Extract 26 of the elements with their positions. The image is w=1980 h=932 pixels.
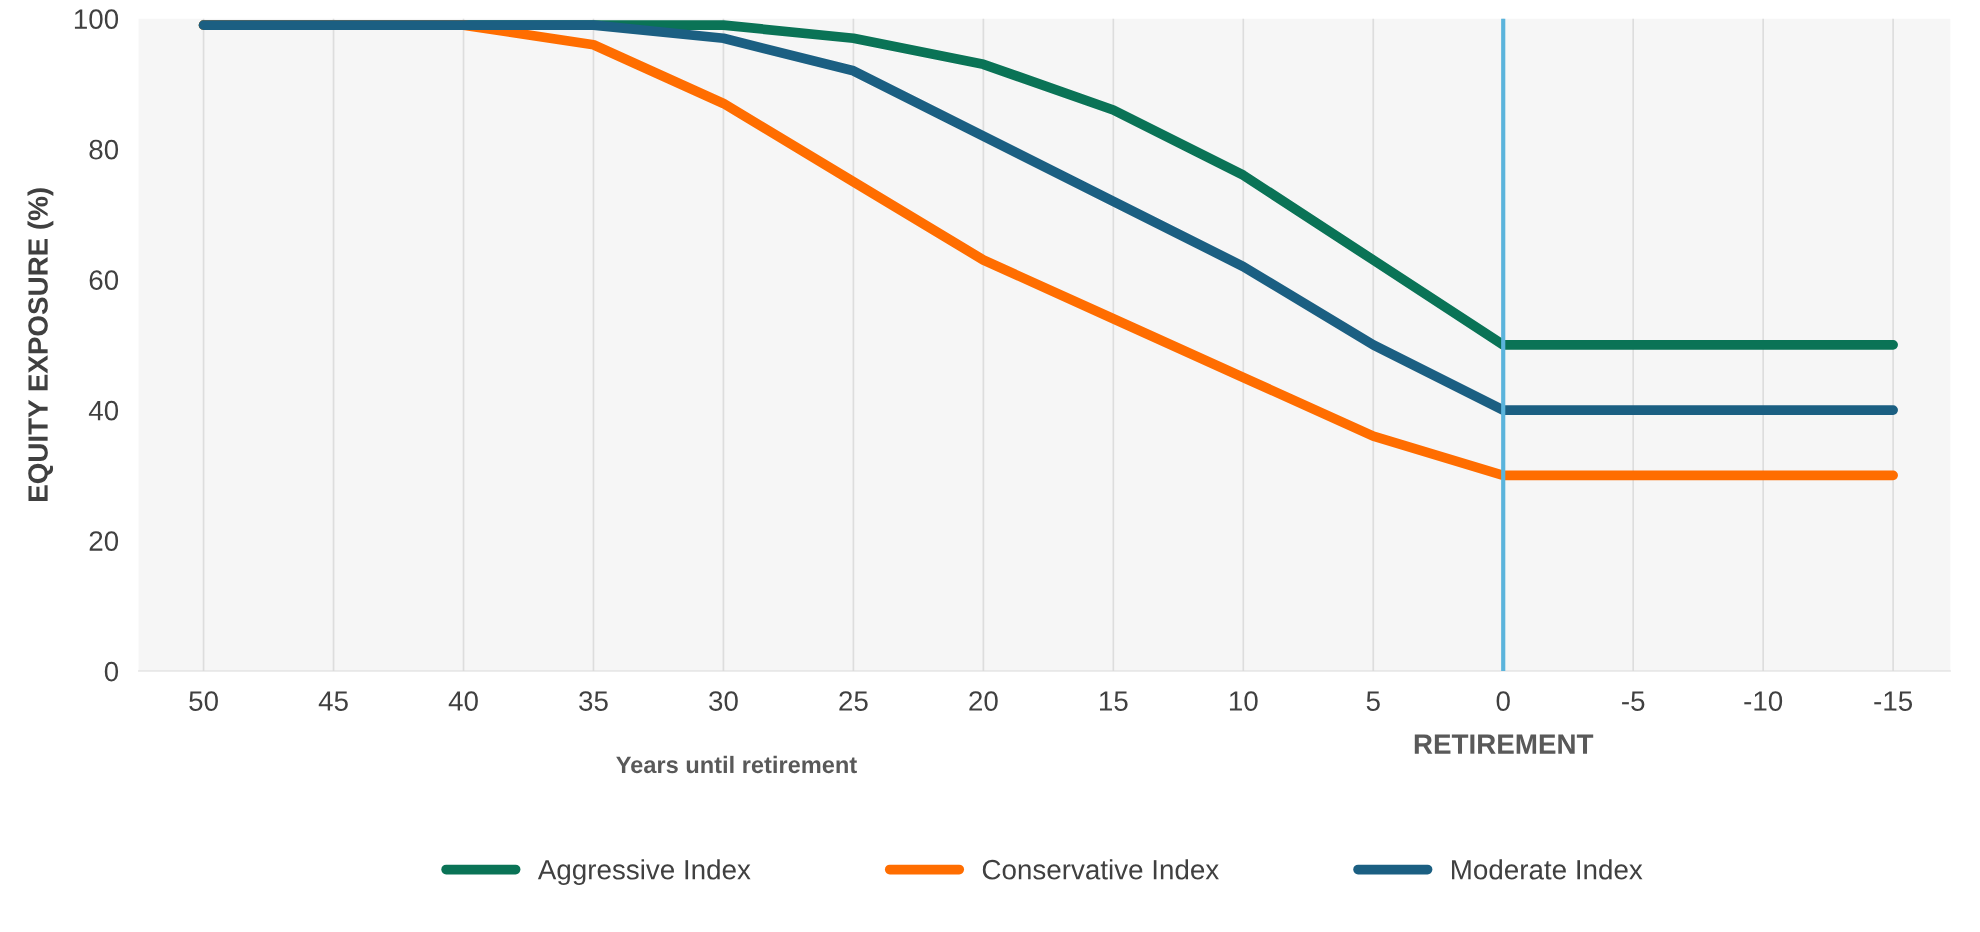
x-tick-label: 5 (1366, 691, 1380, 711)
y-tick-label: 0 (104, 661, 119, 682)
x-tick-label: -15 (1874, 691, 1913, 711)
y-tick-label: 100 (74, 9, 119, 29)
y-tick-label: 80 (89, 139, 119, 160)
x-tick-label: 50 (189, 691, 218, 711)
y-tick-label: 20 (89, 531, 119, 551)
x-tick-label: 15 (1100, 691, 1128, 711)
ref-line-label: RETIREMENT (1414, 734, 1594, 754)
x-tick-label: 30 (709, 691, 738, 711)
x-tick-label: 40 (448, 691, 478, 711)
x-tick-label: 35 (579, 691, 608, 711)
legend-label: Aggressive Index (537, 859, 751, 886)
x-tick-label: 0 (1496, 691, 1510, 711)
x-tick-label: 20 (969, 691, 998, 711)
x-tick-label: 45 (318, 691, 348, 711)
y-tick-label: 40 (88, 400, 119, 421)
x-tick-label: 10 (1229, 691, 1258, 711)
x-tick-label: 25 (839, 691, 868, 711)
y-tick-label: 60 (89, 270, 119, 290)
x-axis-title: Years until retirement (616, 755, 857, 774)
y-axis-title: EQUITY EXPOSURE (%) (27, 188, 54, 501)
x-tick-label: -10 (1744, 691, 1783, 711)
x-tick-label: -5 (1622, 691, 1645, 711)
legend-label: Moderate Index (1452, 859, 1643, 880)
legend-label: Conservative Index (982, 859, 1219, 880)
